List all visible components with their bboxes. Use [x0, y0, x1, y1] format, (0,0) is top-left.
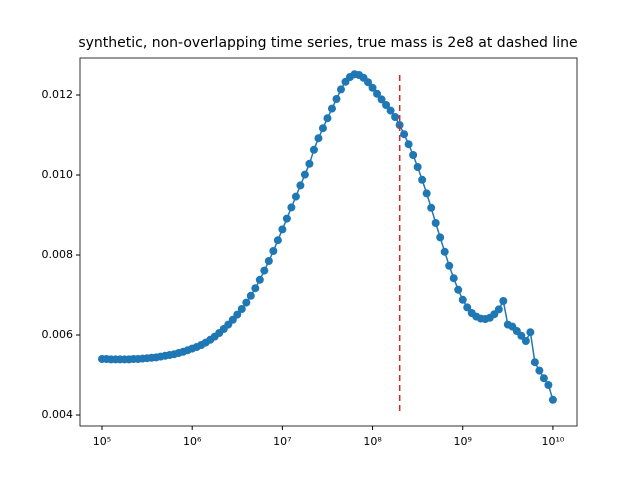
marker	[431, 219, 440, 227]
marker	[400, 130, 409, 139]
marker	[463, 303, 472, 312]
marker	[535, 366, 544, 375]
marker	[494, 305, 503, 314]
marker	[409, 151, 418, 159]
y-tick-label: 0.004	[42, 408, 74, 421]
x-tick-label: 10⁷	[273, 435, 291, 448]
marker	[287, 203, 296, 212]
marker	[454, 285, 463, 294]
marker	[300, 170, 309, 179]
chart-title: synthetic, non-overlapping time series, …	[78, 35, 577, 51]
y-tick-label: 0.008	[42, 248, 74, 261]
marker	[291, 192, 300, 201]
marker	[544, 381, 553, 389]
marker	[260, 266, 269, 275]
marker	[368, 83, 377, 92]
marker	[305, 159, 314, 168]
marker	[436, 233, 445, 242]
y-tick-label: 0.006	[42, 328, 74, 341]
marker	[539, 374, 548, 383]
marker	[521, 337, 530, 345]
marker	[282, 214, 291, 223]
marker	[309, 145, 318, 154]
marker	[386, 106, 395, 115]
marker	[228, 315, 237, 324]
x-tick-label: 10⁸	[363, 435, 382, 448]
marker	[427, 203, 436, 212]
marker	[251, 284, 260, 293]
marker	[449, 274, 458, 283]
x-tick-label: 10⁹	[454, 435, 472, 448]
y-tick-label: 0.010	[42, 168, 74, 181]
marker	[391, 113, 400, 121]
marker	[273, 236, 282, 245]
x-tick-label: 10¹⁰	[541, 435, 564, 448]
marker	[264, 257, 273, 265]
marker	[364, 78, 373, 87]
marker	[458, 295, 467, 304]
marker	[246, 291, 255, 300]
marker	[242, 298, 251, 307]
y-tick-label: 0.012	[42, 88, 74, 101]
marker	[377, 95, 386, 104]
marker	[440, 247, 449, 256]
marker	[237, 305, 246, 313]
marker	[336, 85, 345, 94]
marker	[413, 163, 422, 171]
marker	[318, 124, 327, 133]
marker	[445, 261, 454, 270]
x-tick-label: 10⁶	[183, 435, 202, 448]
marker	[327, 104, 336, 113]
marker	[296, 181, 305, 190]
marker	[323, 114, 332, 123]
marker	[548, 395, 557, 404]
marker	[233, 310, 242, 319]
marker	[269, 247, 278, 255]
x-tick-label: 10⁵	[93, 435, 111, 448]
marker	[314, 134, 323, 143]
marker	[373, 89, 382, 98]
marker	[530, 358, 539, 367]
marker	[418, 175, 427, 184]
marker	[255, 275, 264, 284]
marker	[526, 328, 535, 337]
marker	[422, 189, 431, 198]
marker	[499, 297, 508, 305]
marker	[404, 140, 413, 149]
marker	[517, 331, 526, 340]
marker	[332, 95, 341, 103]
marker	[278, 225, 287, 234]
marker	[382, 101, 391, 109]
axes-frame	[79, 57, 578, 427]
